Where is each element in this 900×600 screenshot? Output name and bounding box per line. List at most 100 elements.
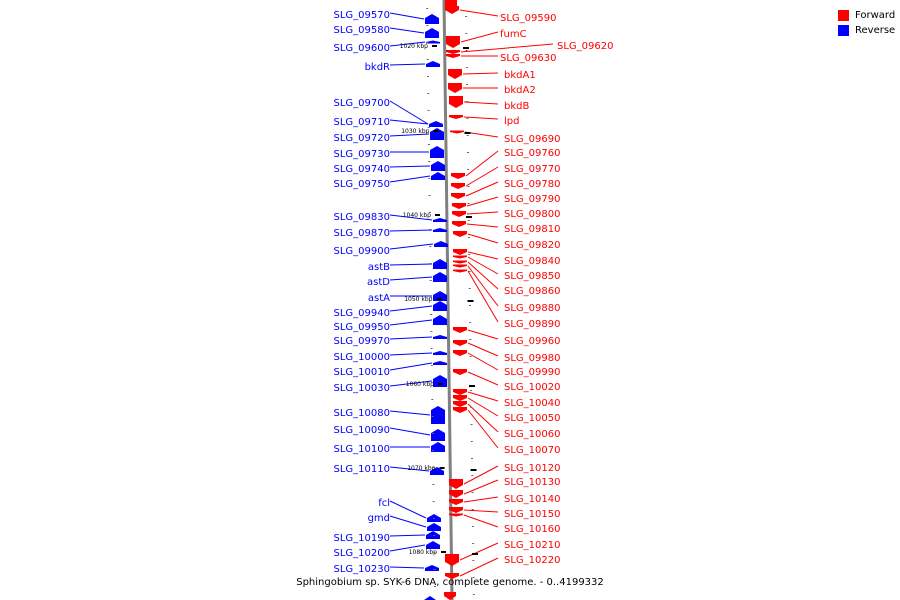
reverse-gene-SLG_09710	[429, 121, 443, 127]
gene-label-fcl: fcl	[378, 498, 390, 509]
minor-tick-right	[466, 101, 469, 102]
minor-tick-left	[432, 467, 435, 468]
legend: Forward Reverse	[838, 8, 895, 38]
leader-line	[389, 500, 427, 519]
leader-line	[389, 41, 426, 47]
minor-tick-right	[470, 407, 473, 408]
gene-label-astA: astA	[368, 293, 390, 304]
gene-label-SLG_10130: SLG_10130	[504, 477, 560, 488]
gene-label-SLG_10120: SLG_10120	[504, 463, 560, 474]
minor-tick-left	[427, 110, 430, 111]
forward-gene-SLG_10040	[453, 389, 467, 395]
minor-tick-left	[430, 314, 433, 315]
leader-line	[460, 31, 499, 43]
reverse-gene-SLG_09740	[431, 161, 445, 171]
leader-line	[389, 466, 430, 472]
minor-tick-right	[471, 492, 474, 493]
minor-tick-right	[470, 441, 473, 442]
leader-line	[466, 223, 499, 228]
leader-line	[463, 496, 499, 503]
reverse-gene-SLG_09580	[425, 28, 439, 38]
scale-tick-label: 1030 kbp	[401, 128, 429, 135]
minor-tick-left	[430, 331, 433, 332]
minor-tick-right	[468, 305, 471, 306]
minor-tick-left	[433, 569, 436, 570]
minor-tick-right	[470, 424, 473, 425]
reverse-gene-SLG_09900	[434, 241, 448, 247]
reverse-gene-continuation-bottom	[424, 596, 436, 600]
forward-gene-SLG_10160	[449, 513, 463, 517]
minor-tick-right	[466, 118, 469, 119]
leader-line	[389, 243, 434, 250]
gene-label-SLG_10110: SLG_10110	[334, 464, 390, 475]
scale-tick: 1080 kbp	[409, 549, 478, 556]
leader-line	[389, 380, 433, 387]
gene-label-bkdR: bkdR	[365, 62, 390, 73]
forward-gene-SLG_09690	[450, 130, 464, 134]
gene-label-SLG_09630: SLG_09630	[500, 53, 556, 64]
forward-gene-SLG_09760	[451, 173, 465, 179]
gene-label-SLG_09720: SLG_09720	[334, 133, 390, 144]
forward-gene-SLG_09770	[451, 183, 465, 189]
minor-tick-left	[428, 212, 431, 213]
minor-tick-left	[430, 348, 433, 349]
leader-line	[467, 329, 499, 340]
minor-tick-left	[429, 297, 432, 298]
leader-line	[463, 465, 499, 485]
leader-line	[459, 9, 499, 17]
gene-label-SLG_10080: SLG_10080	[334, 408, 390, 419]
minor-tick-right	[472, 560, 475, 561]
gene-label-SLG_09750: SLG_09750	[334, 179, 390, 190]
minor-tick-right	[465, 50, 468, 51]
minor-tick-right	[471, 458, 473, 459]
reverse-gene-SLG_10190	[426, 531, 440, 539]
scale-tick-label: 1050 kbp	[404, 296, 432, 303]
forward-gene-SLG_10060	[453, 401, 467, 407]
minor-tick-left	[431, 433, 434, 434]
scale-tick: 1060 kbp	[406, 381, 475, 388]
gene-label-SLG_10210: SLG_10210	[504, 540, 560, 551]
minor-tick-left	[432, 484, 435, 485]
leader-line	[389, 27, 425, 34]
legend-label-reverse: Reverse	[855, 25, 896, 36]
gene-label-SLG_09800: SLG_09800	[504, 209, 560, 220]
minor-tick-left	[429, 280, 432, 281]
gene-label-SLG_09850: SLG_09850	[504, 271, 560, 282]
gene-label-SLG_10090: SLG_10090	[334, 425, 390, 436]
gene-label-SLG_09970: SLG_09970	[334, 336, 390, 347]
scale-tick-label: 1070 kbp	[407, 465, 435, 472]
gene-label-SLG_10200: SLG_10200	[334, 548, 390, 559]
minor-tick-left	[433, 535, 436, 536]
reverse-gene-SLG_10090	[431, 429, 445, 441]
gene-label-SLG_09620: SLG_09620	[557, 41, 613, 52]
gene-label-SLG_10020: SLG_10020	[504, 382, 560, 393]
forward-gene-SLG_09980	[453, 340, 467, 346]
gene-label-SLG_09830: SLG_09830	[334, 212, 390, 223]
forward-gene-SLG_10130	[449, 490, 463, 498]
gene-label-SLG_09690: SLG_09690	[504, 134, 560, 145]
minor-tick-right	[467, 169, 470, 170]
forward-gene-fumC	[446, 36, 460, 48]
gene-label-SLG_09570: SLG_09570	[334, 10, 390, 21]
reverse-gene-SLG_10100	[431, 442, 445, 452]
gene-label-SLG_09940: SLG_09940	[334, 308, 390, 319]
leader-line	[389, 229, 433, 232]
leader-line	[467, 256, 499, 275]
forward-gene-SLG_10210	[445, 554, 459, 566]
reverse-gene-SLG_09730	[430, 146, 444, 158]
reverse-gene-SLG_10030	[433, 375, 447, 387]
minor-tick-right	[469, 322, 472, 323]
gene-label-SLG_10010: SLG_10010	[334, 367, 390, 378]
gene-label-SLG_09600: SLG_09600	[334, 43, 390, 54]
forward-gene-SLG_10220	[445, 573, 459, 579]
scale-tick-label: 1040 kbp	[403, 212, 431, 219]
gene-label-SLG_10060: SLG_10060	[504, 429, 560, 440]
gene-label-SLG_09900: SLG_09900	[334, 246, 390, 257]
gene-label-bkdA1: bkdA1	[504, 70, 536, 81]
leader-line	[460, 43, 554, 53]
forward-gene-SLG_09880	[453, 264, 467, 268]
leader-line	[463, 509, 499, 513]
minor-tick-left	[426, 59, 429, 60]
gene-label-SLG_10050: SLG_10050	[504, 413, 560, 424]
gene-label-fumC: fumC	[500, 29, 527, 40]
